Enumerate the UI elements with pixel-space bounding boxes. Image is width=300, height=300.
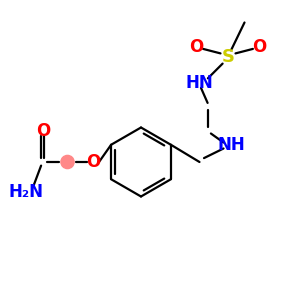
Text: O: O: [36, 122, 51, 140]
Text: O: O: [86, 153, 100, 171]
Circle shape: [61, 155, 74, 169]
Text: O: O: [189, 38, 204, 56]
Text: HN: HN: [186, 74, 213, 92]
Text: H₂N: H₂N: [8, 183, 43, 201]
Text: O: O: [252, 38, 267, 56]
Text: NH: NH: [217, 136, 245, 154]
Text: S: S: [221, 48, 235, 66]
